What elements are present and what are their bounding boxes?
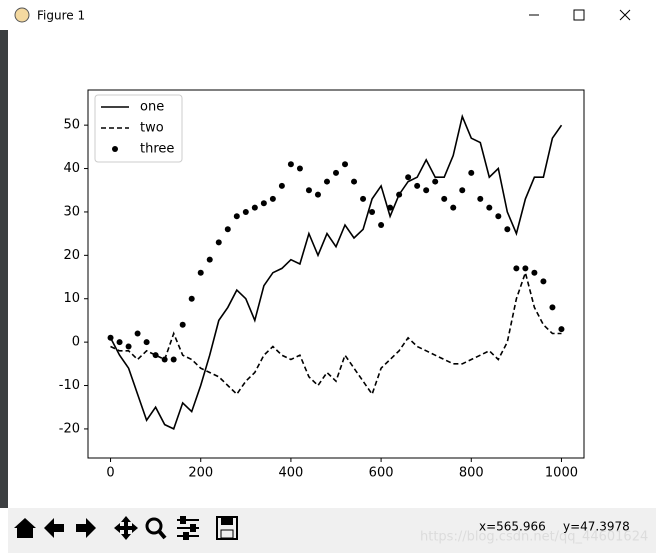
home-button[interactable]	[14, 518, 36, 538]
zoom-button[interactable]	[145, 517, 167, 540]
data-point	[414, 182, 421, 189]
data-point	[522, 265, 529, 272]
data-point	[459, 187, 466, 194]
data-point	[134, 330, 141, 337]
data-point	[251, 204, 258, 211]
y-readout: y=47.3978	[563, 520, 630, 534]
data-point	[504, 226, 511, 233]
y-tick-label: -10	[59, 378, 80, 393]
data-point	[125, 343, 132, 350]
window-title: Figure 1	[37, 9, 85, 23]
pan-button[interactable]	[114, 516, 138, 540]
data-point	[197, 269, 204, 276]
data-point	[405, 174, 412, 181]
x-tick-label: 400	[278, 466, 303, 481]
y-tick-label: 10	[63, 291, 80, 306]
data-point	[351, 178, 358, 185]
legend-label: one	[140, 100, 164, 115]
y-tick-label: 30	[63, 204, 80, 219]
data-point	[432, 178, 439, 185]
data-point	[333, 169, 339, 176]
data-point	[423, 187, 430, 194]
y-tick-label: 50	[63, 118, 80, 133]
axes-frame	[87, 89, 585, 459]
watermark: https://blog.csdn.net/qq_44601624	[420, 530, 648, 545]
data-point	[369, 208, 376, 215]
save-button[interactable]	[216, 516, 238, 540]
data-point	[188, 295, 195, 302]
data-point	[170, 356, 177, 363]
data-point	[549, 304, 556, 311]
data-point	[107, 334, 114, 341]
data-point	[233, 213, 240, 220]
toolbar	[8, 508, 656, 553]
back-button[interactable]	[44, 518, 64, 538]
x-tick-label: 200	[188, 466, 213, 481]
y-tick-label: 20	[63, 248, 80, 263]
data-point	[486, 204, 493, 211]
data-point	[468, 169, 475, 176]
app-icon	[14, 7, 30, 23]
line-series	[109, 113, 563, 431]
data-point	[360, 195, 367, 202]
data-point	[269, 195, 276, 202]
data-point	[450, 204, 457, 211]
configure-button[interactable]	[177, 516, 199, 540]
data-point	[206, 256, 213, 263]
data-point	[215, 239, 222, 246]
legend-label: two	[140, 121, 164, 136]
x-tick-label: 600	[369, 466, 394, 481]
data-point	[179, 321, 186, 328]
data-point	[278, 182, 285, 189]
data-point	[314, 191, 321, 198]
data-point	[296, 165, 303, 172]
data-point	[143, 339, 150, 346]
x-tick-label: 0	[106, 466, 114, 481]
line-series	[110, 269, 562, 396]
data-point	[531, 269, 538, 276]
data-point	[396, 191, 403, 198]
background-strip	[0, 30, 8, 508]
y-tick-label: -20	[59, 421, 80, 436]
maximize-button[interactable]	[573, 9, 585, 21]
close-button[interactable]	[619, 9, 631, 21]
x-tick-label: 800	[459, 466, 484, 481]
x-readout: x=565.966	[479, 520, 546, 534]
y-tick-label: 40	[63, 161, 80, 176]
y-tick-label: 0	[72, 335, 80, 350]
data-point	[260, 200, 267, 207]
data-point	[161, 356, 168, 363]
data-point	[152, 352, 159, 359]
legend-box	[94, 94, 183, 163]
data-point	[558, 326, 565, 333]
data-point	[224, 226, 231, 233]
legend-marker	[112, 146, 118, 152]
data-point	[378, 221, 385, 228]
data-point	[342, 161, 349, 168]
data-point	[513, 265, 520, 272]
data-point	[116, 339, 123, 346]
legend-label: three	[140, 142, 174, 157]
data-point	[540, 278, 547, 285]
data-point	[305, 187, 312, 194]
toolbar-buttons	[14, 516, 238, 540]
data-point	[441, 195, 448, 202]
data-point	[287, 161, 294, 168]
x-tick-label: 1000	[545, 466, 578, 481]
data-point	[495, 213, 502, 220]
data-point	[477, 195, 484, 202]
data-point	[387, 204, 394, 211]
data-point	[323, 178, 330, 185]
forward-button[interactable]	[76, 518, 96, 538]
data-point	[242, 208, 249, 215]
